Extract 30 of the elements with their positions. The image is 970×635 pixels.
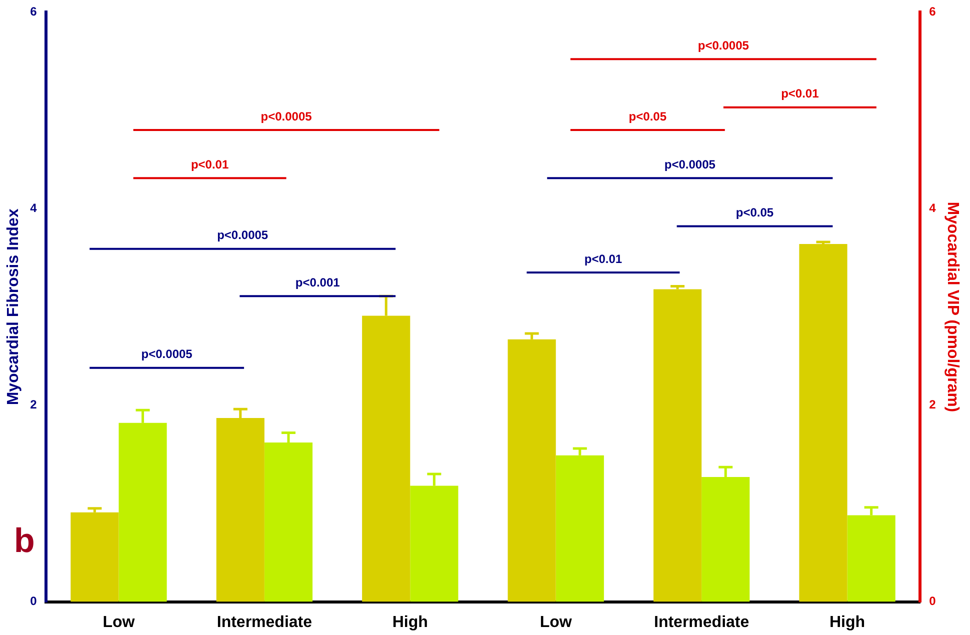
x-tick-label: Intermediate [216,614,312,631]
annotation: p<0.05 [736,206,774,220]
x-tick-label: Low [102,614,136,631]
y-tick-label: 4 [30,200,38,215]
y2-tick-label: 4 [929,200,936,215]
x-tick-label: High [830,614,866,631]
y2-tick-label: 0 [929,594,936,608]
annotation: p<0.01 [781,86,820,101]
y-axis-title: Myocardial Fibrosis Index [5,208,22,406]
x-tick-label: Intermediate [654,614,750,631]
x-tick-label: Low [540,614,572,631]
y-tick-label: 0 [30,594,38,608]
y2-tick-label: 2 [929,398,936,412]
y2-axis-title: Myocardial VIP (pmol/gram) [944,202,961,412]
annotation: p<0.0005 [141,347,193,362]
annotation: p<0.0005 [260,109,312,124]
annotation: p<0.0005 [664,157,716,172]
annotation: p<0.05 [628,109,667,124]
annotation: p<0.01 [190,157,229,172]
y2-tick-label: 6 [929,4,936,18]
y-tick-label: 2 [30,398,38,412]
annotation: p<0.0005 [217,228,268,242]
x-tick-label: High [392,614,428,631]
bar [653,289,702,602]
text: b [14,522,35,560]
annotation: p<0.001 [295,275,340,290]
bar [799,244,848,602]
y-tick-label: 6 [30,4,38,18]
annotation: p<0.01 [584,252,622,266]
annotation: p<0.0005 [698,38,750,52]
